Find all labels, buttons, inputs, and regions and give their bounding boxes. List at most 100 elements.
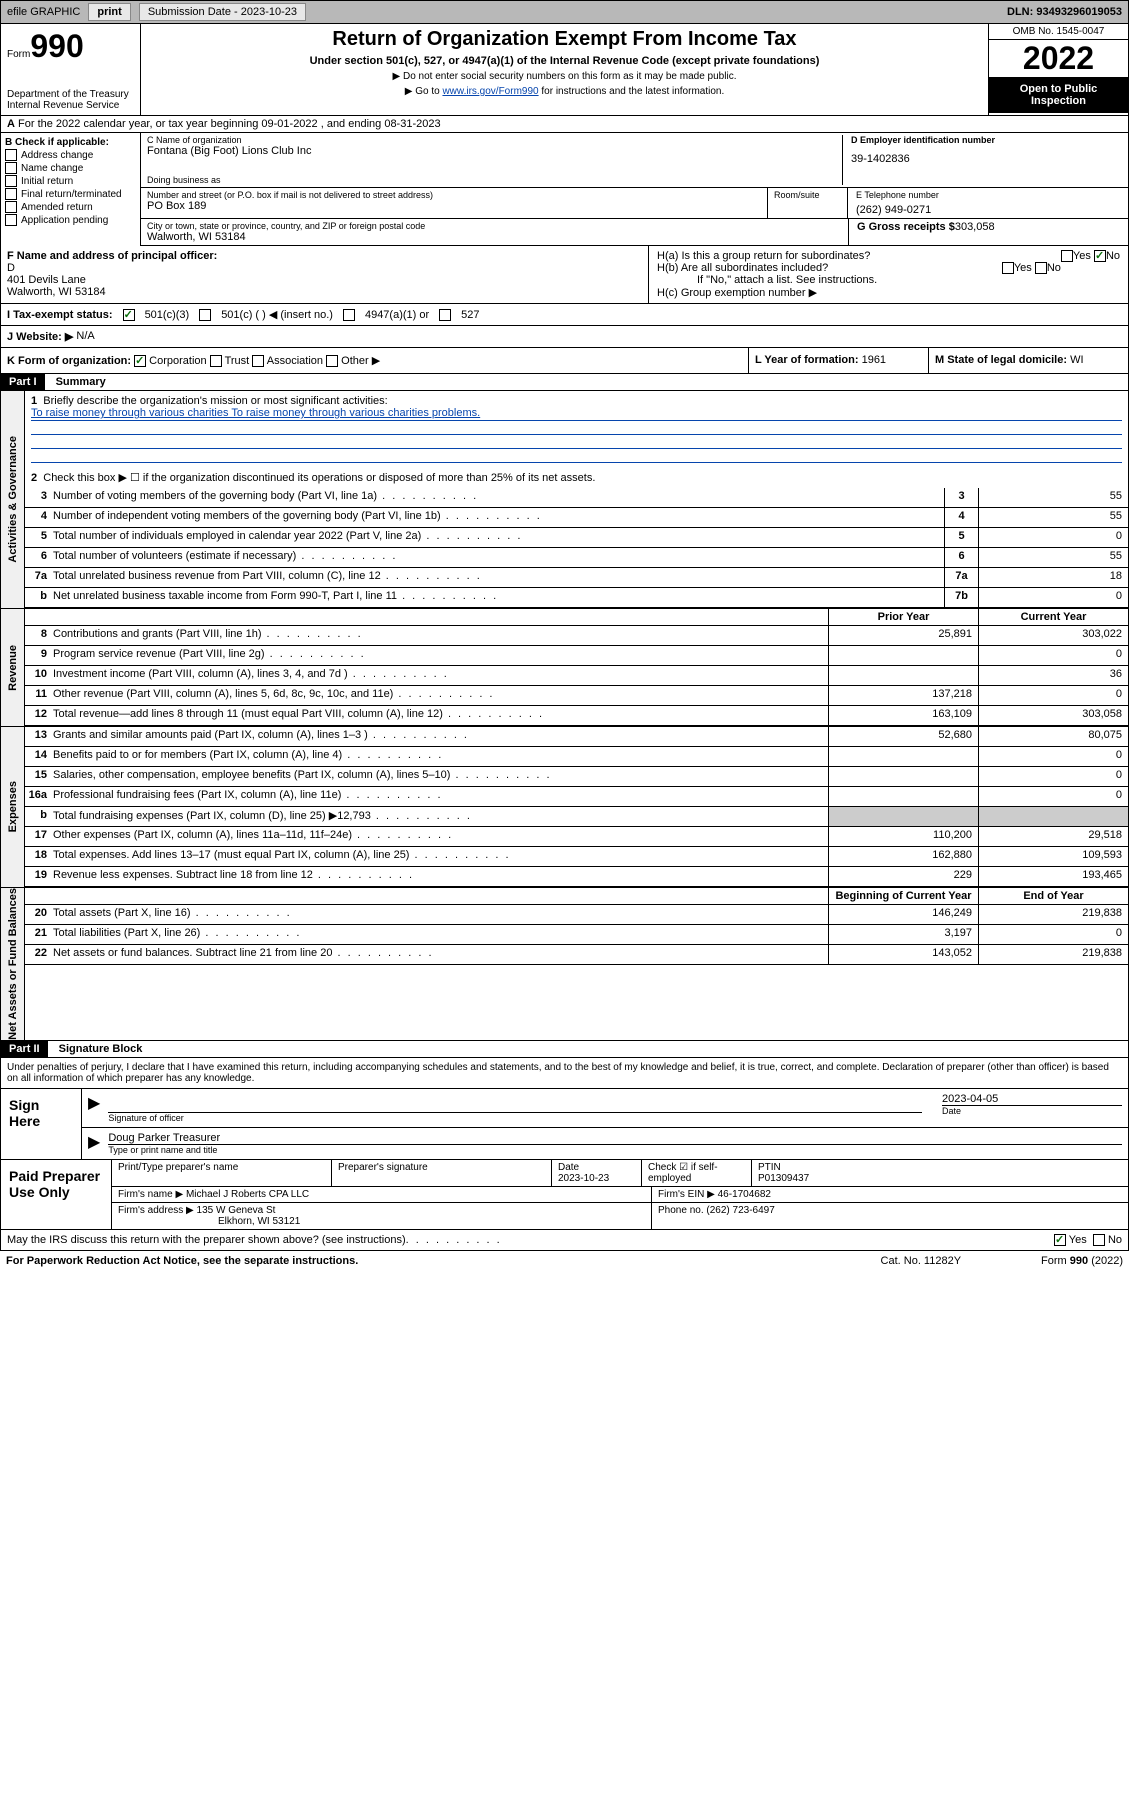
trust-checkbox[interactable]	[210, 355, 222, 367]
expense-row: 15Salaries, other compensation, employee…	[25, 767, 1128, 787]
discuss-yes-checkbox[interactable]	[1054, 1234, 1066, 1246]
4947-checkbox[interactable]	[343, 309, 355, 321]
arrow-icon: ▶	[88, 1093, 100, 1123]
name-change-checkbox[interactable]	[5, 162, 17, 174]
ha-no-checkbox[interactable]	[1094, 250, 1106, 262]
expense-row: 19Revenue less expenses. Subtract line 1…	[25, 867, 1128, 887]
section-klm: K Form of organization: Corporation Trus…	[0, 348, 1129, 374]
527-checkbox[interactable]	[439, 309, 451, 321]
prep-date: 2023-10-23	[558, 1173, 609, 1184]
form-note2: ▶ Go to www.irs.gov/Form990 for instruct…	[151, 86, 978, 97]
revenue-row: 11Other revenue (Part VIII, column (A), …	[25, 686, 1128, 706]
form-id-block: Form990 Department of the Treasury Inter…	[1, 24, 141, 115]
officer-addr1: 401 Devils Lane	[7, 274, 642, 286]
officer-name-title: Doug Parker Treasurer	[108, 1132, 1122, 1145]
expenses-section: Expenses 13Grants and similar amounts pa…	[0, 727, 1129, 888]
ha-yes-checkbox[interactable]	[1061, 250, 1073, 262]
form-title: Return of Organization Exempt From Incom…	[151, 28, 978, 51]
officer-name: D	[7, 262, 642, 274]
initial-return-checkbox[interactable]	[5, 175, 17, 187]
form-subtitle: Under section 501(c), 527, or 4947(a)(1)…	[151, 55, 978, 67]
section-i: I Tax-exempt status: 501(c)(3) 501(c) ( …	[1, 304, 1128, 326]
firm-addr: 135 W Geneva St	[197, 1205, 276, 1216]
revenue-row: 10Investment income (Part VIII, column (…	[25, 666, 1128, 686]
net-assets-row: 21Total liabilities (Part X, line 26)3,1…	[25, 925, 1128, 945]
footer-row: For Paperwork Reduction Act Notice, see …	[0, 1251, 1129, 1271]
tax-year-row: A For the 2022 calendar year, or tax yea…	[0, 116, 1129, 133]
street-address: PO Box 189	[147, 200, 761, 212]
governance-row: bNet unrelated business taxable income f…	[25, 588, 1128, 608]
ptin: P01309437	[758, 1173, 809, 1184]
discuss-row: May the IRS discuss this return with the…	[0, 1230, 1129, 1251]
officer-addr2: Walworth, WI 53184	[7, 286, 642, 298]
form-right-block: OMB No. 1545-0047 2022 Open to Public In…	[988, 24, 1128, 115]
dept-label: Department of the Treasury Internal Reve…	[7, 89, 134, 111]
assoc-checkbox[interactable]	[252, 355, 264, 367]
governance-row: 3Number of voting members of the governi…	[25, 488, 1128, 508]
preparer-block: Paid Preparer Use Only Print/Type prepar…	[1, 1159, 1128, 1229]
website: N/A	[76, 330, 94, 343]
domicile-state: WI	[1070, 354, 1083, 366]
firm-name: Michael J Roberts CPA LLC	[186, 1189, 309, 1200]
amended-checkbox[interactable]	[5, 201, 17, 213]
submission-date: Submission Date - 2023-10-23	[139, 3, 306, 21]
expense-row: 17Other expenses (Part IX, column (A), l…	[25, 827, 1128, 847]
governance-row: 4Number of independent voting members of…	[25, 508, 1128, 528]
revenue-section: Revenue Prior Year Current Year 8Contrib…	[0, 609, 1129, 727]
expense-row: 18Total expenses. Add lines 13–17 (must …	[25, 847, 1128, 867]
gross-receipts: 303,058	[955, 221, 995, 233]
section-h: H(a) Is this a group return for subordin…	[648, 246, 1128, 303]
net-assets-row: 20Total assets (Part X, line 16)146,2492…	[25, 905, 1128, 925]
part2-header: Part II Signature Block	[0, 1041, 1129, 1058]
governance-row: 6Total number of volunteers (estimate if…	[25, 548, 1128, 568]
governance-row: 5Total number of individuals employed in…	[25, 528, 1128, 548]
revenue-row: 12Total revenue—add lines 8 through 11 (…	[25, 706, 1128, 726]
form-header: Form990 Department of the Treasury Inter…	[0, 24, 1129, 116]
other-checkbox[interactable]	[326, 355, 338, 367]
form-title-block: Return of Organization Exempt From Incom…	[141, 24, 988, 115]
form-ref: Form 990 (2022)	[1041, 1255, 1123, 1267]
corp-checkbox[interactable]	[134, 355, 146, 367]
part1-header: Part I Summary	[0, 374, 1129, 391]
section-b: B Check if applicable: Address change Na…	[1, 133, 141, 246]
final-return-checkbox[interactable]	[5, 188, 17, 200]
revenue-row: 8Contributions and grants (Part VIII, li…	[25, 626, 1128, 646]
omb-number: OMB No. 1545-0047	[989, 24, 1128, 40]
revenue-row: 9Program service revenue (Part VIII, lin…	[25, 646, 1128, 666]
year-formation: 1961	[862, 354, 886, 366]
section-j: J Website: ▶ N/A	[1, 326, 1128, 348]
dln: DLN: 93493296019053	[1007, 6, 1122, 18]
addr-change-checkbox[interactable]	[5, 149, 17, 161]
expense-row: 16aProfessional fundraising fees (Part I…	[25, 787, 1128, 807]
form-number: 990	[30, 28, 83, 64]
discuss-no-checkbox[interactable]	[1093, 1234, 1105, 1246]
net-assets-row: 22Net assets or fund balances. Subtract …	[25, 945, 1128, 965]
governance-row: 7aTotal unrelated business revenue from …	[25, 568, 1128, 588]
mission-text: To raise money through various charities…	[31, 407, 1122, 421]
org-name: Fontana (Big Foot) Lions Club Inc	[147, 145, 842, 157]
form-note1: ▶ Do not enter social security numbers o…	[151, 71, 978, 82]
expense-row: 13Grants and similar amounts paid (Part …	[25, 727, 1128, 747]
arrow-icon: ▶	[88, 1132, 100, 1155]
app-pending-checkbox[interactable]	[5, 214, 17, 226]
print-button[interactable]: print	[88, 3, 130, 21]
instructions-link[interactable]: www.irs.gov/Form990	[442, 86, 538, 97]
sig-date: 2023-04-05	[942, 1093, 1122, 1105]
501c-checkbox[interactable]	[199, 309, 211, 321]
signature-block: Under penalties of perjury, I declare th…	[0, 1058, 1129, 1230]
hb-no-checkbox[interactable]	[1035, 262, 1047, 274]
ein: 39-1402836	[851, 153, 1122, 165]
governance-section: Activities & Governance 1 Briefly descri…	[0, 391, 1129, 609]
501c3-checkbox[interactable]	[123, 309, 135, 321]
section-cde: C Name of organization Fontana (Big Foot…	[141, 133, 1128, 246]
city-state-zip: Walworth, WI 53184	[147, 231, 842, 243]
expense-row: bTotal fundraising expenses (Part IX, co…	[25, 807, 1128, 827]
section-f: F Name and address of principal officer:…	[1, 246, 648, 303]
firm-ein: 46-1704682	[718, 1189, 771, 1200]
info-grid: B Check if applicable: Address change Na…	[0, 133, 1129, 246]
tax-year: 2022	[989, 40, 1128, 77]
header-bar: efile GRAPHIC print Submission Date - 20…	[0, 0, 1129, 24]
penalties-text: Under penalties of perjury, I declare th…	[1, 1058, 1128, 1089]
efile-label: efile GRAPHIC	[7, 6, 80, 18]
hb-yes-checkbox[interactable]	[1002, 262, 1014, 274]
